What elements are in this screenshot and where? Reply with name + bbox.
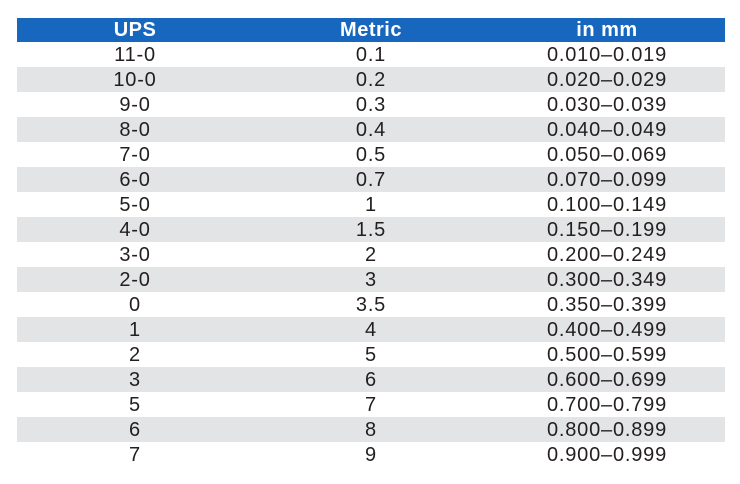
cell-ups: 9-0 [119, 93, 151, 116]
cell-metric: 2 [365, 243, 377, 266]
header-row: UPS Metric in mm [17, 18, 725, 42]
table-row: 5-0 1 0.100–0.149 [17, 192, 725, 217]
cell-in-mm: 0.200–0.249 [546, 243, 668, 266]
cell-in-mm: 0.100–0.149 [546, 193, 668, 216]
cell-metric: 6 [365, 368, 377, 391]
cell-in-mm: 0.030–0.039 [546, 93, 668, 116]
table-row: 10-0 0.2 0.020–0.029 [17, 67, 725, 92]
column-header-ups: UPS [17, 18, 253, 42]
cell-in-mm: 0.050–0.069 [546, 143, 668, 166]
table-row: 7 9 0.900–0.999 [17, 442, 725, 467]
cell-metric: 3.5 [355, 293, 387, 316]
cell-ups: 4-0 [119, 218, 151, 241]
cell-metric: 4 [365, 318, 377, 341]
cell-in-mm: 0.300–0.349 [546, 268, 668, 291]
cell-metric: 0.4 [355, 118, 387, 141]
cell-in-mm: 0.040–0.049 [546, 118, 668, 141]
cell-metric: 5 [365, 343, 377, 366]
table-row: 9-0 0.3 0.030–0.039 [17, 92, 725, 117]
table-row: 4-0 1.5 0.150–0.199 [17, 217, 725, 242]
column-header-metric: Metric [253, 18, 489, 42]
cell-ups: 3-0 [119, 243, 151, 266]
cell-in-mm: 0.800–0.899 [546, 418, 668, 441]
cell-in-mm: 0.400–0.499 [546, 318, 668, 341]
cell-ups: 3 [129, 368, 141, 391]
cell-in-mm: 0.150–0.199 [546, 218, 668, 241]
cell-ups: 1 [129, 318, 141, 341]
cell-ups: 5 [129, 393, 141, 416]
cell-in-mm: 0.020–0.029 [546, 68, 668, 91]
cell-metric: 8 [365, 418, 377, 441]
cell-in-mm: 0.350–0.399 [546, 293, 668, 316]
table-header: UPS Metric in mm [17, 18, 725, 42]
cell-ups: 8-0 [119, 118, 151, 141]
cell-ups: 7 [129, 443, 141, 466]
table-row: 2 5 0.500–0.599 [17, 342, 725, 367]
cell-in-mm: 0.700–0.799 [546, 393, 668, 416]
cell-ups: 10-0 [113, 68, 157, 91]
cell-in-mm: 0.500–0.599 [546, 343, 668, 366]
cell-metric: 0.5 [355, 143, 387, 166]
column-header-in-mm: in mm [489, 18, 725, 42]
cell-metric: 0.7 [355, 168, 387, 191]
cell-ups: 6-0 [119, 168, 151, 191]
cell-ups: 0 [129, 293, 141, 316]
cell-in-mm: 0.600–0.699 [546, 368, 668, 391]
cell-metric: 1 [365, 193, 377, 216]
cell-metric: 0.1 [355, 43, 387, 66]
cell-ups: 7-0 [119, 143, 151, 166]
cell-ups: 5-0 [119, 193, 151, 216]
cell-metric: 0.2 [355, 68, 387, 91]
table-row: 3 6 0.600–0.699 [17, 367, 725, 392]
cell-metric: 3 [365, 268, 377, 291]
table-row: 6-0 0.7 0.070–0.099 [17, 167, 725, 192]
table-row: 6 8 0.800–0.899 [17, 417, 725, 442]
table-row: 1 4 0.400–0.499 [17, 317, 725, 342]
suture-size-table-container: UPS Metric in mm 11-0 0.1 0.010–0.019 10-0 0.2… [17, 18, 725, 467]
cell-ups: 11-0 [114, 43, 156, 66]
cell-metric: 9 [365, 443, 377, 466]
table-body: 11-0 0.1 0.010–0.019 10-0 0.2 0.020–0.029 9-0 0… [17, 42, 725, 467]
ups-metric-mm-table: UPS Metric in mm 11-0 0.1 0.010–0.019 10-0 0.2… [17, 18, 725, 467]
cell-in-mm: 0.900–0.999 [546, 443, 668, 466]
cell-ups: 2-0 [119, 268, 151, 291]
table-row: 2-0 3 0.300–0.349 [17, 267, 725, 292]
table-row: 5 7 0.700–0.799 [17, 392, 725, 417]
cell-in-mm: 0.010–0.019 [546, 43, 668, 66]
cell-ups: 6 [129, 418, 141, 441]
cell-metric: 1.5 [355, 218, 387, 241]
cell-metric: 7 [365, 393, 377, 416]
table-row: 11-0 0.1 0.010–0.019 [17, 42, 725, 67]
cell-ups: 2 [129, 343, 141, 366]
table-row: 8-0 0.4 0.040–0.049 [17, 117, 725, 142]
table-row: 0 3.5 0.350–0.399 [17, 292, 725, 317]
table-row: 7-0 0.5 0.050–0.069 [17, 142, 725, 167]
table-row: 3-0 2 0.200–0.249 [17, 242, 725, 267]
cell-in-mm: 0.070–0.099 [546, 168, 668, 191]
cell-metric: 0.3 [355, 93, 387, 116]
